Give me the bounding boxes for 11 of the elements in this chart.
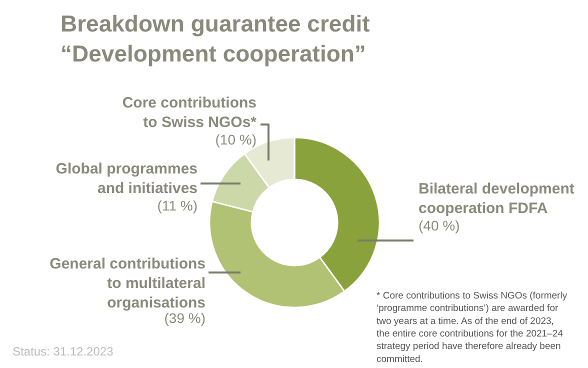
chart-title: Breakdown guarantee credit “Development cooperation” <box>60 10 370 66</box>
slice-label: Bilateral development cooperation FDFA <box>418 180 574 218</box>
data-label: (39 %) <box>164 310 206 326</box>
data-label: (10 %) <box>215 132 256 148</box>
slice-label: Global programmes and initiatives <box>56 160 198 198</box>
text: * Core contributions to Swiss NGOs (formerly ‘programme contributions’) are awarded for two years at a time. As of the end of 2023, the entire core contributions for the 2021–24 strategy period have therefore already been committed. <box>376 290 568 365</box>
slice-label: Core contributions to Swiss NGOs* <box>122 94 257 132</box>
data-label: (40 %) <box>418 218 460 234</box>
text: Status: 31.12.2023 <box>12 344 114 358</box>
data-label: (11 %) <box>157 198 198 214</box>
slice-label: General contributions to multilateral organisations <box>50 256 206 312</box>
